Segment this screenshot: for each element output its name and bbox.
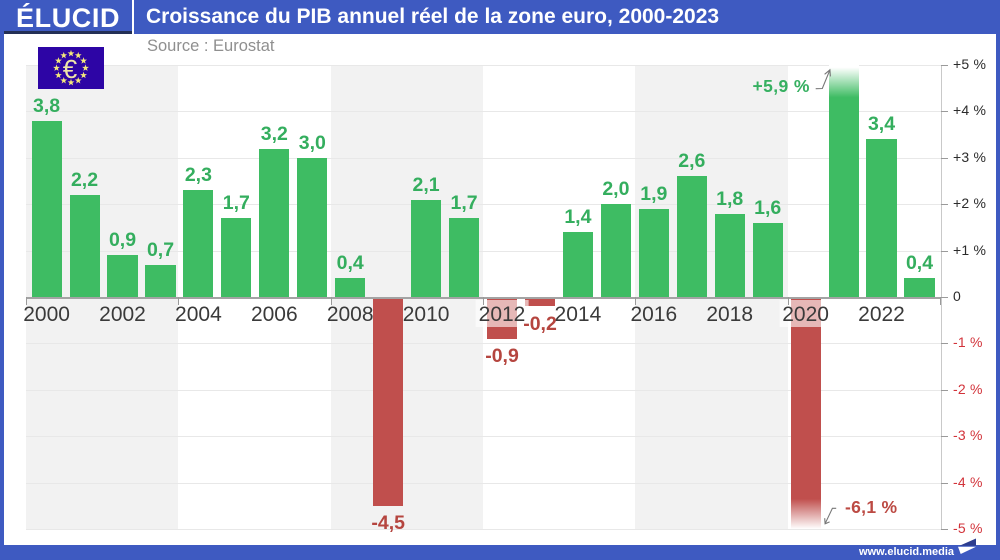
- svg-text:€: €: [63, 54, 78, 84]
